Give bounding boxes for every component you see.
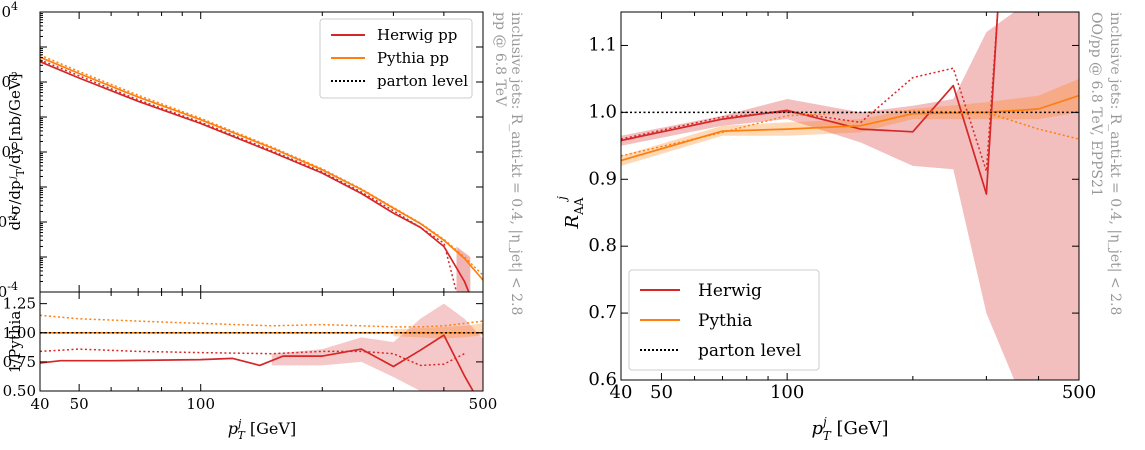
right-xtick-label: 500 [1062, 382, 1096, 403]
svg-text:OO/pp @ 6.8 TeV, EPPS21: OO/pp @ 6.8 TeV, EPPS21 [1088, 12, 1104, 197]
right-band-0 [621, 12, 1079, 380]
legend-pythia: Pythia [698, 311, 752, 331]
left-top-band-0 [456, 246, 471, 292]
legend-herwig-pp: Herwig pp [377, 26, 457, 44]
right-ytick-label: 0.6 [588, 369, 617, 390]
right-ytick-label: 0.8 [588, 235, 617, 256]
right-series-0 [621, 12, 999, 195]
svg-text:pp @ 6.8 TeV: pp @ 6.8 TeV [492, 12, 508, 107]
left-top-series-0 [40, 60, 470, 292]
right-ytick-label: 0.7 [588, 302, 617, 323]
left-ratio-series-0 [40, 334, 475, 391]
left-ratio-xtick-label: 100 [186, 395, 215, 413]
legend-herwig: Herwig [698, 281, 762, 301]
left-ratio-xtick-label: 500 [469, 395, 498, 413]
right-ytick-label: 1.1 [588, 34, 617, 55]
right-frame [620, 11, 1080, 381]
left-ratio-ylabel: 1/Pythia [6, 311, 24, 374]
right-ytick-label: 1.0 [588, 101, 617, 122]
left-xlabel: pj T [GeV] [228, 417, 296, 442]
left-ratio-band-0 [271, 303, 483, 391]
left-side-note: pp @ 6.8 TeV inclusive jets: R_anti-kt =… [492, 12, 524, 315]
left-top-panel: 10-410-2100102104 d²σ/dpʲT/dy [nb/GeV] H… [0, 0, 524, 315]
right-xlabel: pj T [GeV] [811, 415, 888, 443]
right-series-2 [621, 12, 999, 172]
left-ratio-frame [39, 291, 484, 392]
right-xtick-label: 100 [770, 382, 804, 403]
left-top-series-3 [40, 54, 483, 276]
left-top-legend: Herwig pp Pythia pp parton level [319, 18, 473, 99]
legend-parton-level: parton level [377, 72, 468, 90]
left-ratio-series-2 [40, 314, 483, 328]
svg-text:inclusive jets: R_anti-kt = 0.: inclusive jets: R_anti-kt = 0.4, |η_jet|… [508, 12, 524, 315]
right-xtick-label: 50 [650, 382, 673, 403]
right-legend: Herwig Pythia parton level [628, 269, 820, 371]
left-ratio-ytick-label: 1.00 [3, 324, 36, 342]
left-top-ytick-label: 104 [0, 0, 18, 21]
right-series-1 [621, 94, 1079, 162]
left-ratio-panel: 40 50 100 500 0.50 0.75 1.00 1.25 1/Pythia pj T … [3, 291, 498, 442]
right-ylabel: RAA [562, 197, 586, 229]
right-band-1 [621, 78, 1079, 166]
left-ratio-xtick-label: 50 [70, 395, 89, 413]
right-ylabel-superscript: j [555, 196, 569, 203]
right-panel: 40 50 100 500 0.6 0.7 0.8 0.9 1.0 1.1 RAA j pj T [… [555, 11, 1123, 443]
legend-pythia-pp: Pythia pp [377, 49, 449, 67]
right-ytick-label: 0.9 [588, 168, 617, 189]
left-ratio-band-1 [393, 323, 483, 339]
left-ratio-ytick-label: 0.75 [3, 353, 36, 371]
left-ratio-xtick-label: 40 [30, 395, 49, 413]
left-ratio-ytick-label: 1.25 [3, 295, 36, 313]
svg-text:inclusive jets: R_anti-kt = 0.: inclusive jets: R_anti-kt = 0.4, |η_jet|… [1107, 12, 1123, 315]
left-top-series-1 [40, 56, 483, 281]
right-xtick-label: 40 [610, 382, 633, 403]
right-side-note: OO/pp @ 6.8 TeV, EPPS21 inclusive jets: … [1088, 12, 1123, 315]
left-top-ylabel: d²σ/dpʲT/dy [nb/GeV] [6, 73, 27, 230]
left-ratio-ytick-label: 0.50 [3, 382, 36, 400]
legend-parton-level-right: parton level [698, 341, 801, 361]
